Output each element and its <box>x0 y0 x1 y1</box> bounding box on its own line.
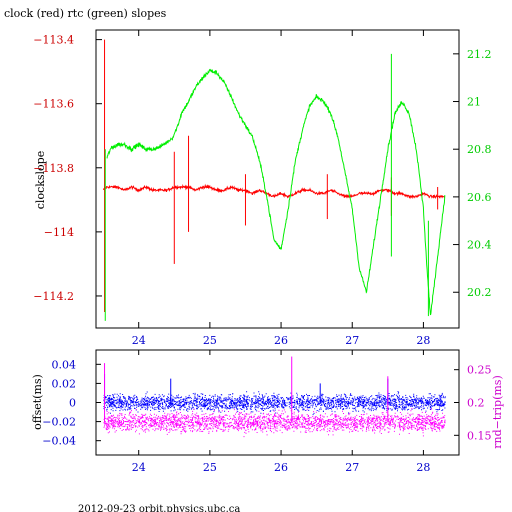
bottom-y2-tick-label: 0.15 <box>467 429 492 442</box>
top-y2-tick-label: 20.8 <box>467 143 492 156</box>
top-y-tick-label: −113.8 <box>33 162 74 175</box>
top-plot-frame <box>95 29 460 329</box>
top-y-axis-label: clockslope <box>34 151 47 209</box>
bottom-y-tick-label: 0 <box>69 397 76 410</box>
top-x-tick-label: 26 <box>274 334 288 347</box>
bottom-y-tick-label: −0.04 <box>42 435 76 448</box>
top-y-tick-label: −114.2 <box>33 290 74 303</box>
bottom-x-tick-label: 26 <box>274 461 288 474</box>
bottom-y2-tick-label: 0.25 <box>467 364 492 377</box>
series-points-rndtrip <box>103 408 446 438</box>
top-y-tick-label: −113.6 <box>33 98 74 111</box>
footer-text: 2012-09-23 orbit.physics.ubc.ca <box>78 504 240 512</box>
top-y-tick-label: −113.4 <box>33 34 74 47</box>
bottom-y-tick-label: 0.04 <box>52 358 77 371</box>
bottom-y-axis-label: offset(ms) <box>31 374 44 430</box>
bottom-x-tick-label: 24 <box>132 461 146 474</box>
bottom-x-tick-label: 27 <box>345 461 359 474</box>
top-y2-tick-label: 20.6 <box>467 191 492 204</box>
chart-title: clock (red) rtc (green) slopes <box>4 7 167 20</box>
top-x-tick-label: 27 <box>345 334 359 347</box>
bottom-axis-ticks: 24 25 26 27 28 0.04 0.02 0 −0.02 −0.04 0.15 0.2 0.25 <box>42 350 492 474</box>
bottom-x-tick-label: 28 <box>416 461 430 474</box>
series-line-rtc <box>106 68 446 316</box>
bottom-y2-axis-label: rnd−trip(ms) <box>491 375 504 449</box>
top-y2-tick-label: 20.2 <box>467 286 492 299</box>
top-y-tick-label: −114 <box>44 226 74 239</box>
top-x-tick-label: 24 <box>132 334 146 347</box>
series-line-clock <box>102 183 446 200</box>
top-y2-tick-label: 21.2 <box>467 48 492 61</box>
top-axis-ticks: 24 25 26 27 28 −113.4 −113.6 −113.8 −114 −114.2 20… <box>33 30 492 347</box>
bottom-series <box>103 356 446 438</box>
bottom-y2-tick-label: 0.2 <box>467 397 485 410</box>
top-x-tick-label: 28 <box>416 334 430 347</box>
bottom-y-tick-label: 0.02 <box>52 377 77 390</box>
top-y2-tick-label: 21 <box>467 96 481 109</box>
bottom-y-tick-label: −0.02 <box>42 416 76 429</box>
top-series <box>102 39 446 321</box>
bottom-x-tick-label: 25 <box>203 461 217 474</box>
top-x-tick-label: 25 <box>203 334 217 347</box>
top-y2-tick-label: 20.4 <box>467 239 492 252</box>
